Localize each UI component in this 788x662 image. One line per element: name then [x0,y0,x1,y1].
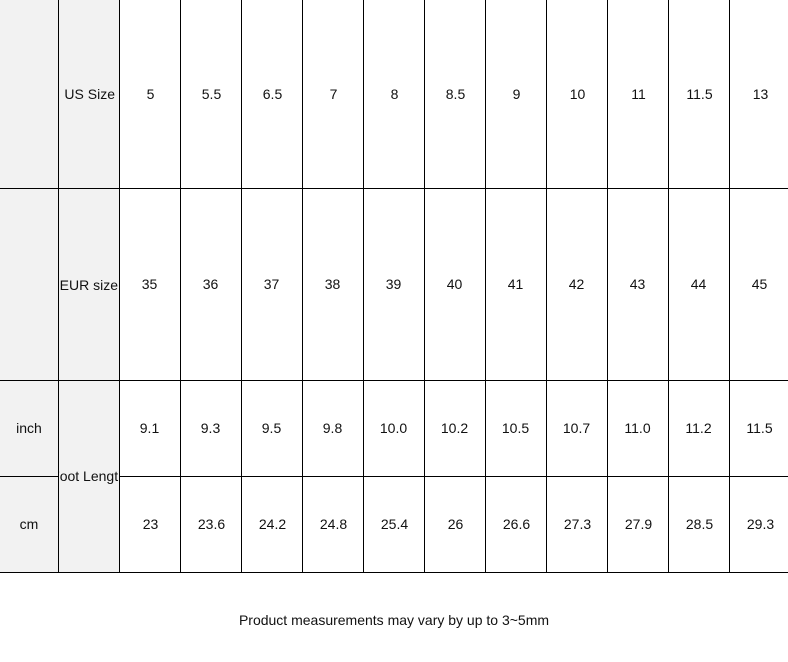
cm-value-cell: 24.2 [258,516,287,532]
inch-value-cell: 9.5 [261,420,282,436]
eur-value-cell: 44 [690,276,707,292]
column-divider [119,0,120,572]
eur-value-cell: 41 [507,276,524,292]
inch-value-cell: 10.7 [562,420,591,436]
column-divider [363,0,364,572]
inch-value-cell: 9.3 [200,420,221,436]
column-divider [241,0,242,572]
inch-value-cell: 11.5 [746,420,773,436]
inch-header: inch [0,380,58,476]
eur-value-cell: 39 [385,276,402,292]
us-value-cell: 5.5 [201,86,222,102]
us-value-cell: 7 [329,86,338,102]
us-value-cell: 6.5 [262,86,283,102]
inch-value-cell: 9.1 [139,420,160,436]
cm-value-cell: 23 [142,516,159,532]
cm-value-cell: 24.8 [319,516,348,532]
row-divider [119,476,788,477]
blank-cell [0,188,58,380]
row-divider [0,476,58,477]
eur-value-cell: 37 [263,276,280,292]
eur-value-cell: 45 [751,276,768,292]
us-value-cell: 8 [390,86,399,102]
eur-value-cell: 38 [324,276,341,292]
eur-value-cell: 35 [141,276,158,292]
row-divider [0,188,788,189]
cm-header: cm [0,476,58,572]
cm-value-cell: 27.3 [563,516,592,532]
eur-value-cell: 43 [629,276,646,292]
column-divider [302,0,303,572]
eur-size-header: EUR size [58,188,119,380]
cm-value-cell: 27.9 [624,516,653,532]
column-divider [729,0,730,572]
cm-value-cell: 23.6 [197,516,226,532]
column-divider [58,0,59,572]
column-divider [668,0,669,572]
cm-value-cell: 25.4 [380,516,409,532]
measurement-note: Product measurements may vary by up to 3… [238,612,550,628]
column-divider [424,0,425,572]
column-divider [546,0,547,572]
row-divider [0,380,788,381]
row-divider [0,572,788,573]
inch-value-cell: 9.8 [322,420,343,436]
eur-value-cell: 36 [202,276,219,292]
cm-value-cell: 29.3 [746,516,775,532]
cm-value-cell: 26.6 [502,516,531,532]
inch-value-cell: 11.2 [685,420,712,436]
us-value-cell: 13 [752,86,769,102]
us-value-cell: 8.5 [445,86,466,102]
us-value-cell: 11 [631,86,646,102]
cm-value-cell: 26 [447,516,464,532]
column-divider [180,0,181,572]
us-value-cell: 11.5 [686,86,713,102]
inch-value-cell: 10.2 [440,420,469,436]
inch-value-cell: 11.0 [624,420,651,436]
us-value-cell: 10 [569,86,586,102]
us-size-header: US Size [58,0,119,188]
eur-value-cell: 40 [446,276,463,292]
column-divider [485,0,486,572]
us-value-cell: 9 [512,86,521,102]
inch-value-cell: 10.0 [379,420,408,436]
cm-value-cell: 28.5 [685,516,714,532]
us-value-cell: 5 [146,86,155,102]
foot-length-header: Foot Length [58,380,119,572]
inch-value-cell: 10.5 [501,420,530,436]
eur-value-cell: 42 [568,276,585,292]
column-divider [607,0,608,572]
blank-cell [0,0,58,188]
